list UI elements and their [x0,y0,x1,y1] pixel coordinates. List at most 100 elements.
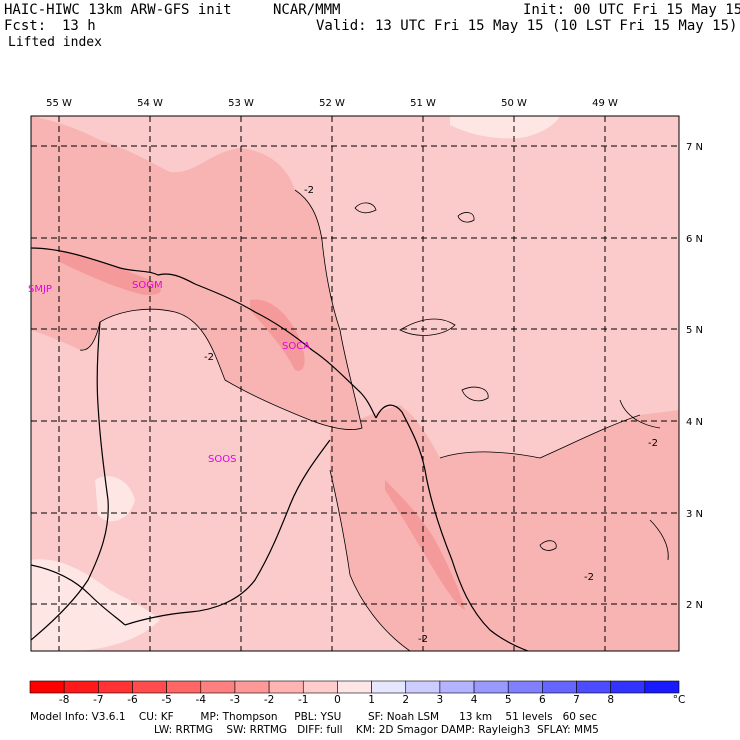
axis-labels: 55 W 54 W 53 W 52 W 51 W 50 W 49 W 7 N 6… [46,98,703,611]
colorbar [29,680,680,694]
lat-lon-grid [31,116,679,651]
colorbar-level-label: 4 [470,694,478,706]
lon-label-50w: 50 W [501,98,527,109]
colorbar-swatch [98,680,133,694]
colorbar-swatch [507,680,543,694]
colorbar-swatch [371,680,407,694]
forecast-label: Fcst: [4,18,47,34]
station-sogm: SOGM [132,280,163,291]
colorbar-swatch [132,680,167,694]
lat-label-5n: 5 N [686,325,703,336]
colorbar-level-label: -2 [263,694,275,706]
colorbar-swatch [166,680,202,694]
contour-cell-1 [399,318,456,336]
coastline [31,247,377,419]
colorbar-swatch [542,680,577,694]
station-smjp: SMJP [28,284,52,295]
forecast-hour: 13 h [62,18,96,34]
contour-cell-3 [457,212,475,223]
colorbar-swatch [234,680,270,694]
lat-label-3n: 3 N [686,509,703,520]
lat-label-2n: 2 N [686,600,703,611]
colorbar-level-label: 5 [504,694,512,706]
map-frame [30,115,680,652]
model-title: HAIC-HIWC 13km ARW-GFS init [4,2,232,18]
colorbar-swatch [200,680,236,694]
colorbar-level-label: 7 [573,694,580,706]
colorbar-swatch [610,680,646,694]
colorbar-level-label: 8 [607,694,615,706]
colorbar-swatch [439,680,475,694]
guyana-suriname-border [124,439,331,626]
contour-label: -2 [418,634,428,645]
contour-label: -2 [648,438,658,449]
lat-label-7n: 7 N [686,142,703,153]
colorbar-level-label: 3 [436,694,444,706]
lat-label-6n: 6 N [686,234,703,245]
station-soca: SOCA [282,341,310,352]
colorbar-unit: °C [672,694,686,706]
colorbar-swatch [302,680,338,694]
colorbar-swatch [576,680,611,694]
colorbar-swatch [473,680,509,694]
valid-time: Valid: 13 UTC Fri 15 May 15 (10 LST Fri … [316,18,738,34]
contour-line-northeast [619,399,661,429]
station-labels: SMJP SOGM SOCA SOOS [28,280,310,465]
colorbar-level-label: -5 [161,694,172,706]
lon-label-52w: 52 W [319,98,345,109]
field-minus1-to-0-northeast [450,116,560,139]
field-lt-minus3-center [250,299,305,371]
field-minus1-to-0-pocket [95,476,135,522]
colorbar-swatch [29,680,65,694]
political-boundaries [31,247,529,651]
lon-label-51w: 51 W [410,98,436,109]
colorbar-swatch [268,680,304,694]
western-border [31,321,109,641]
lon-label-54w: 54 W [137,98,163,109]
colorbar-level-label: 1 [368,694,375,706]
colorbar-swatch [337,680,372,694]
field-name: Lifted index [8,35,102,50]
contour-cell-2 [461,386,489,402]
field-minus1-to-0-southwest [31,559,160,651]
lon-label-55w: 55 W [46,98,72,109]
contour-label: -2 [204,352,214,363]
colorbar-level-label: -8 [58,694,70,706]
contour-cell-5 [539,540,557,551]
colorbar-level-label: 0 [334,694,341,706]
contour-value-labels: -2 -2 -2 -2 -2 [204,185,658,645]
colorbar-swatch [63,680,99,694]
colorbar-swatch [644,680,680,694]
model-info-line-2: LW: RRTMG SW: RRTMG DIFF: full KM: 2D Sm… [154,724,599,736]
field-minus3-to-minus2-southeast [330,405,679,651]
lat-label-4n: 4 N [686,417,703,428]
contour-label: -2 [304,185,314,196]
colorbar-level-label: 6 [539,694,546,706]
field-lt-minus3-north [60,250,161,296]
colorbar-level-label: -1 [298,694,309,706]
contour-lines [79,189,669,651]
organization: NCAR/MMM [273,2,341,18]
lon-label-49w: 49 W [592,98,618,109]
contour-line-north [79,189,363,430]
contour-line-south [329,469,411,651]
southwest-border [31,564,126,626]
colorbar-level-label: -3 [229,694,241,706]
init-time: Init: 00 UTC Fri 15 May 15 [523,2,740,18]
shaded-field [31,116,679,651]
contour-cell-4 [354,202,377,214]
contour-line-east [439,414,641,459]
contour-line-far-east [649,519,669,561]
colorbar-level-label: -4 [195,694,207,706]
suriname-french-guiana-border [375,404,529,651]
colorbar-level-label: -6 [127,694,138,706]
model-info-line-1: Model Info: V3.6.1 CU: KF MP: Thompson P… [30,711,597,723]
contour-label: -2 [584,572,594,583]
station-soos: SOOS [208,454,236,465]
lon-label-53w: 53 W [228,98,254,109]
field-minus3-to-minus2-northwest [31,116,362,430]
colorbar-swatch [405,680,441,694]
colorbar-level-label: 2 [402,694,410,706]
colorbar-level-label: -7 [93,694,104,706]
